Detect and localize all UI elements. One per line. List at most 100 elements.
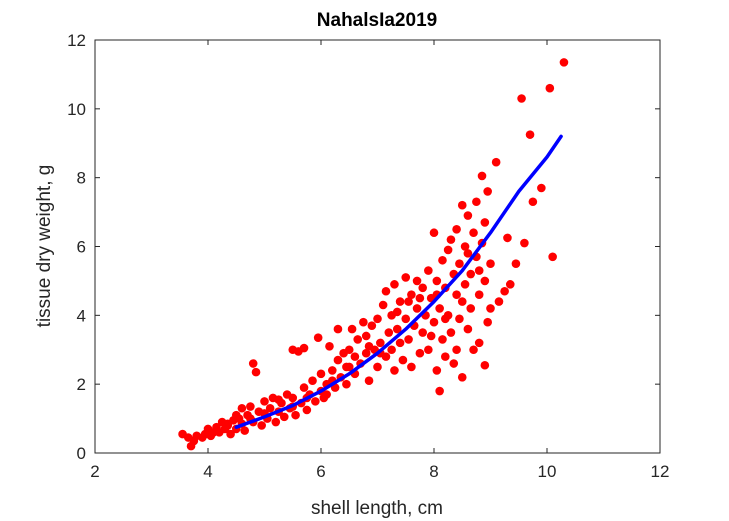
data-point — [438, 335, 447, 344]
data-point — [398, 355, 408, 365]
data-point — [392, 324, 402, 334]
data-point — [353, 335, 363, 344]
data-point — [367, 321, 377, 330]
data-point — [438, 255, 447, 265]
x-axis-label: shell length, cm — [311, 498, 443, 519]
y-tick-label: 12 — [67, 31, 86, 50]
data-point — [545, 83, 555, 93]
data-point — [359, 317, 368, 327]
data-point — [265, 403, 275, 413]
data-point — [395, 297, 405, 306]
data-point — [503, 233, 512, 243]
data-point — [231, 410, 241, 420]
data-point — [325, 342, 334, 351]
y-tick-label: 10 — [67, 100, 86, 119]
fit-curve — [234, 134, 563, 429]
data-point — [517, 94, 526, 103]
data-point — [505, 280, 515, 289]
data-point — [390, 280, 399, 289]
data-point — [460, 242, 470, 251]
data-point — [469, 228, 478, 238]
data-point — [446, 328, 456, 337]
data-point — [401, 273, 411, 282]
data-point — [520, 238, 529, 248]
data-point — [486, 304, 495, 313]
data-point — [486, 259, 495, 269]
data-point — [559, 58, 569, 67]
data-point — [435, 386, 444, 396]
y-tick-label: 2 — [77, 375, 86, 394]
y-tick-label: 0 — [77, 444, 86, 463]
data-point — [384, 328, 394, 337]
data-point — [373, 362, 382, 372]
data-point — [401, 314, 411, 324]
data-point — [415, 348, 425, 358]
data-point — [483, 187, 492, 196]
data-point — [279, 412, 289, 422]
data-point — [424, 266, 433, 275]
data-point — [494, 297, 504, 306]
data-point — [480, 360, 490, 370]
data-point — [288, 393, 298, 403]
data-point — [246, 402, 255, 411]
data-point — [457, 297, 467, 306]
data-point — [240, 426, 250, 435]
data-point — [449, 359, 459, 368]
data-point — [474, 266, 484, 275]
data-point — [226, 429, 235, 439]
data-point — [429, 317, 439, 327]
data-point — [452, 345, 461, 355]
data-point — [424, 345, 433, 355]
data-point — [251, 367, 261, 377]
data-point — [446, 235, 456, 244]
data-point — [463, 324, 473, 334]
data-point — [311, 397, 320, 406]
data-point — [373, 314, 382, 324]
data-point — [432, 276, 442, 286]
x-tick-label: 4 — [203, 462, 212, 481]
data-point — [477, 171, 487, 181]
data-point — [441, 314, 450, 324]
x-tick-label: 8 — [429, 462, 438, 481]
data-point — [463, 211, 473, 220]
data-point — [418, 283, 428, 293]
data-point — [480, 218, 490, 227]
data-point — [474, 338, 484, 348]
data-point — [404, 335, 413, 344]
data-point — [322, 390, 331, 399]
data-point — [361, 348, 371, 358]
y-tick-label: 6 — [77, 238, 86, 257]
data-point — [381, 286, 391, 296]
data-point — [474, 290, 484, 299]
data-point — [418, 328, 428, 337]
data-point — [271, 417, 281, 427]
data-point — [392, 307, 402, 317]
x-tick-label: 2 — [90, 462, 99, 481]
data-point — [548, 252, 557, 262]
data-point — [480, 276, 490, 286]
data-point — [313, 333, 323, 343]
data-point — [257, 421, 266, 430]
y-axis-label: tissue dry weight, g — [34, 165, 55, 328]
data-point — [376, 338, 385, 348]
data-point — [412, 276, 422, 286]
data-point — [415, 293, 425, 303]
data-point — [435, 304, 444, 313]
data-point — [328, 366, 337, 375]
x-tick-label: 10 — [538, 462, 557, 481]
data-point — [299, 343, 309, 353]
data-point — [223, 419, 233, 429]
data-point — [333, 324, 343, 334]
data-point — [404, 297, 413, 306]
data-point — [441, 352, 450, 361]
data-point — [432, 366, 442, 375]
data-point — [469, 345, 478, 355]
chart-title: NahalsIa2019 — [317, 10, 437, 31]
data-point — [260, 397, 269, 406]
data-point — [407, 362, 416, 372]
data-point — [525, 130, 535, 139]
data-point — [491, 157, 501, 167]
y-tick-label: 8 — [77, 169, 86, 188]
